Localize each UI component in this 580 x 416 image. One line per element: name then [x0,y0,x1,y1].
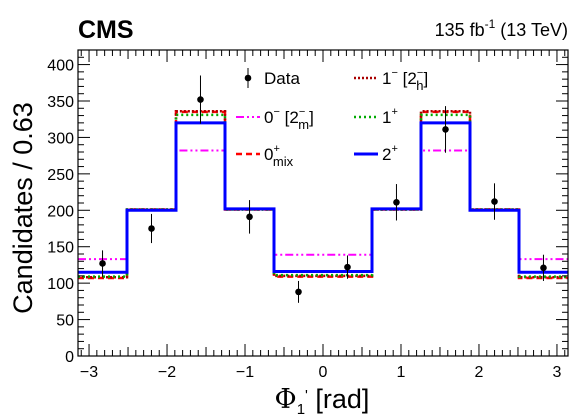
x-tick-label: 3 [553,364,562,381]
legend-label-2p: 2+ [382,143,398,164]
y-tick-label: 100 [47,276,74,293]
y-tick-label: 300 [47,130,74,147]
x-tick-label: 0 [319,364,328,381]
legend-marker-data [244,74,252,82]
legend-item-data: Data [244,68,300,88]
data-marker [197,96,204,103]
data-point [295,280,302,303]
data-marker [491,198,498,205]
x-axis-title: Φ1' [rad] [275,384,370,416]
series-line-2p [78,121,568,274]
data-marker [540,264,547,272]
data-point [197,75,204,124]
data-marker [442,126,449,133]
legend-label-0m: 0− [2− m] [264,106,314,132]
legend-item-1m2h: 1− [2− h] [354,67,428,93]
experiment-label: CMS [78,16,134,44]
data-point [246,200,253,234]
legend-item-0m: 0− [2− m] [236,106,314,132]
data-point [148,213,155,244]
data-marker [295,288,302,296]
y-tick-label: 350 [47,94,74,111]
data-marker [344,263,351,271]
y-tick-label: 400 [47,58,74,75]
legend-item-2p: 2+ [354,143,398,164]
y-tick-label: 150 [47,240,74,257]
luminosity-label: 135 fb-1 (13 TeV) [435,17,568,40]
y-axis-title: Candidates / 0.63 [8,102,38,314]
x-tick-label: −3 [80,364,98,381]
data-point [491,183,498,220]
data-points-layer [99,75,547,303]
legend-item-1p: 1+ [354,106,398,127]
x-tick-label: −2 [158,364,176,381]
data-point [442,106,449,153]
data-point [344,255,351,279]
y-tick-label: 250 [47,167,74,184]
y-tick-label: 0 [65,349,74,366]
axes-layer: 0 50 100 150 200 250 300 350 400 −3 −2 −1 0 1 2 3 [47,49,569,381]
histogram-layer [78,109,568,280]
legend-item-0mix: 0+ mix [236,143,294,169]
data-point [99,250,106,277]
legend-label-0mix: 0+ mix [264,143,294,169]
y-tick-label: 200 [47,203,74,220]
data-marker [99,260,106,267]
legend: Data 0− [2− m] 0+ mix 1− [2− h] 1+ 2+ [236,67,428,169]
data-point [393,184,400,221]
x-tick-label: −1 [236,364,254,381]
data-point [540,254,547,281]
data-marker [148,225,155,232]
legend-label-1m2h: 1− [2− h] [382,67,428,93]
data-marker [393,198,400,206]
y-tick-label: 50 [56,313,74,330]
x-tick-label: 1 [397,364,406,381]
x-tick-label: 2 [475,364,484,381]
legend-label-1p: 1+ [382,106,398,127]
legend-label-data: Data [264,69,300,88]
data-marker [246,213,253,221]
